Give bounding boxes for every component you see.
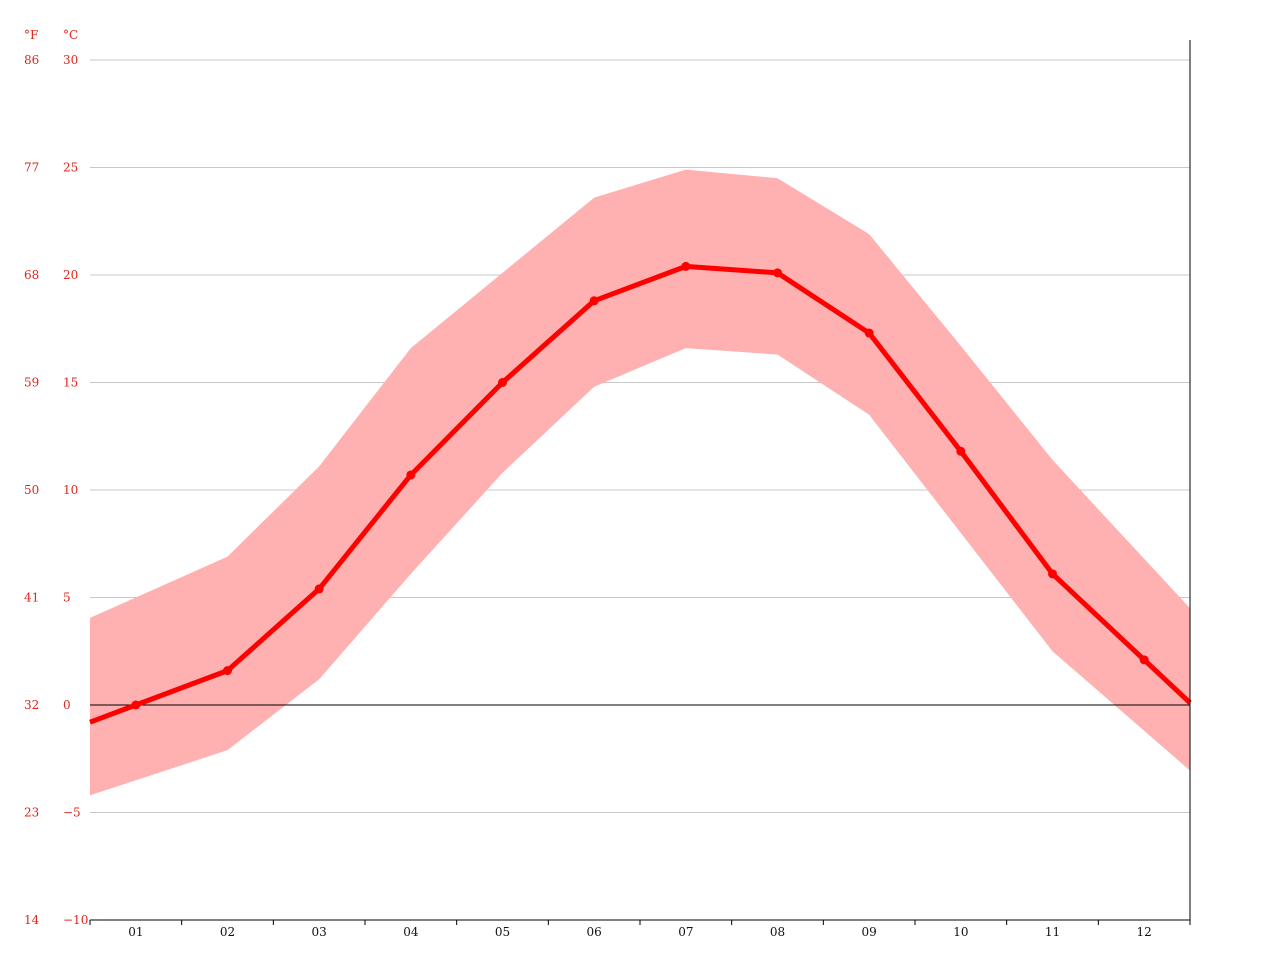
y-tick-label-fahrenheit: 41 — [24, 591, 39, 605]
y-tick-label-celsius: 5 — [63, 591, 71, 605]
x-tick-label: 12 — [1137, 925, 1152, 939]
x-axis-ticks: 01 02 03 04 05 06 07 08 09 10 11 12 — [89, 920, 1191, 939]
data-point — [864, 328, 874, 338]
min-max-band — [90, 169, 1190, 796]
y-tick-label-celsius: 25 — [63, 161, 78, 175]
y-tick-label-fahrenheit: 50 — [24, 483, 39, 497]
y-tick-label-fahrenheit: 32 — [24, 698, 39, 712]
x-tick-label: 04 — [403, 925, 419, 939]
fahrenheit-unit-label: °F — [24, 28, 38, 42]
data-point — [223, 666, 232, 676]
celsius-unit-label: °C — [63, 28, 78, 42]
x-tick-label: 02 — [220, 925, 235, 939]
data-point — [131, 700, 141, 710]
y-tick-label-fahrenheit: 59 — [24, 376, 39, 390]
x-tick-label: 08 — [770, 925, 785, 939]
y-tick-label-fahrenheit: 14 — [24, 913, 40, 927]
y-tick-label-fahrenheit: 23 — [24, 806, 39, 820]
data-point — [1048, 569, 1057, 579]
y-tick-label-celsius: 30 — [63, 53, 78, 67]
series-points — [131, 261, 1149, 710]
data-point — [314, 584, 324, 594]
x-tick-label: 10 — [953, 925, 968, 939]
x-tick-label: 05 — [495, 925, 510, 939]
x-tick-label: 03 — [312, 925, 327, 939]
y-tick-label-celsius: −10 — [63, 913, 88, 927]
y-tick-label-celsius: −5 — [63, 806, 81, 820]
x-tick-label: 06 — [587, 925, 602, 939]
x-tick-label: 11 — [1045, 925, 1060, 939]
data-point — [406, 470, 416, 480]
x-tick-label: 07 — [678, 925, 693, 939]
data-point — [1139, 655, 1149, 665]
y-tick-label-fahrenheit: 68 — [24, 268, 39, 282]
y-tick-label-celsius: 0 — [63, 698, 71, 712]
y-tick-label-celsius: 15 — [63, 376, 78, 390]
y-tick-label-fahrenheit: 86 — [24, 53, 39, 67]
data-point — [773, 268, 782, 278]
y-tick-label-celsius: 10 — [63, 483, 78, 497]
x-tick-label: 09 — [862, 925, 877, 939]
y-axis-labels: 86 30 77 25 68 20 59 15 50 10 41 5 32 0 23 −5 14 −10 — [24, 53, 88, 927]
data-point — [681, 261, 691, 271]
series-line — [89, 263, 1192, 725]
x-tick-label: 01 — [128, 925, 143, 939]
data-point — [956, 446, 966, 456]
y-tick-label-fahrenheit: 77 — [24, 161, 39, 175]
data-point — [498, 378, 507, 387]
data-point — [589, 296, 599, 306]
y-tick-label-celsius: 20 — [63, 268, 78, 282]
